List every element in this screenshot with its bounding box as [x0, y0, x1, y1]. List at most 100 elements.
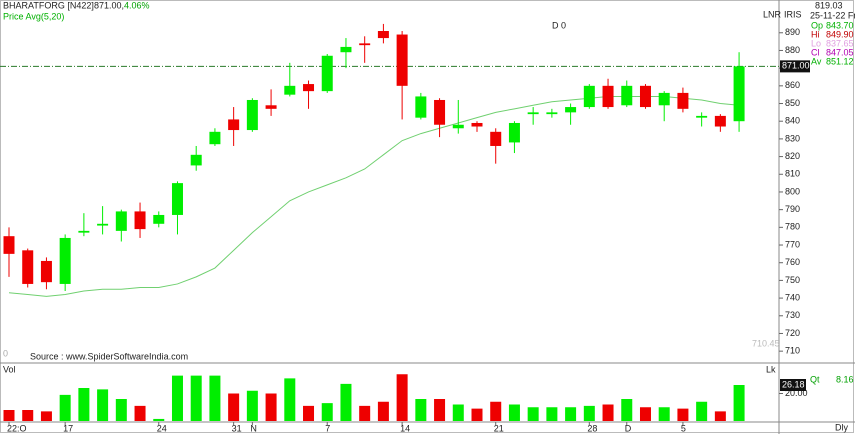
- y-tick-label: 820: [785, 151, 800, 161]
- info-top: 819.03: [815, 0, 843, 10]
- candle-body: [321, 55, 333, 92]
- candle-body: [59, 237, 71, 284]
- y-tick-label: 850: [785, 98, 800, 108]
- info-value: 851.12: [826, 56, 854, 66]
- y-tick-label: 840: [785, 116, 800, 126]
- source-text: Source : www.SpiderSoftwareIndia.com: [30, 351, 188, 361]
- volume-last-box: [780, 379, 806, 392]
- y-tick-label: 880: [785, 45, 800, 55]
- volume-bar: [171, 375, 183, 421]
- info-value: 837.65: [826, 38, 854, 48]
- candle-body: [602, 85, 614, 108]
- y-tick-label: 770: [785, 239, 800, 249]
- y-tick-label: 810: [785, 169, 800, 179]
- candle-body: [583, 85, 595, 108]
- volume-bar: [265, 393, 277, 421]
- lnr-label: LNR: [763, 9, 782, 19]
- volume-bar: [377, 401, 389, 421]
- candle-body: [303, 84, 315, 92]
- x-tick-label: 7: [325, 423, 330, 433]
- period-label: Dly: [835, 422, 848, 432]
- volume-title: Vol: [3, 364, 16, 374]
- candle-body: [733, 66, 745, 122]
- volume-bar: [714, 411, 726, 421]
- volume-bar: [134, 405, 146, 421]
- candle-body: [714, 115, 726, 127]
- y-tick-label: 740: [785, 292, 800, 302]
- cursor-text: D 0: [552, 20, 566, 30]
- candle-body: [677, 92, 689, 109]
- volume-bar: [22, 410, 34, 421]
- x-tick-label: 31: [232, 423, 242, 433]
- volume-bar: [190, 375, 202, 421]
- info-value: 843.70: [826, 20, 854, 30]
- x-tick-label: D: [625, 423, 632, 433]
- candle-body: [565, 107, 577, 113]
- info-label: Cl: [811, 47, 820, 57]
- candle-body: [3, 236, 15, 254]
- info-label: Hi: [811, 29, 820, 39]
- iris-label: IRIS: [784, 9, 802, 19]
- y-tick-label: 750: [785, 275, 800, 285]
- x-tick-label: 22:O: [7, 423, 27, 433]
- volume-bar: [153, 418, 165, 421]
- volume-bar: [733, 385, 745, 421]
- candle-body: [527, 112, 539, 115]
- volume-bar: [40, 411, 52, 421]
- volume-last-label: 26.18: [782, 379, 805, 389]
- volume-bar: [452, 404, 464, 421]
- avg-line: [8, 95, 740, 297]
- volume-bar: [396, 374, 408, 421]
- x-tick-label: N: [250, 423, 256, 433]
- volume-bar: [415, 399, 427, 421]
- candle-body: [115, 211, 127, 231]
- volume-bar: [583, 405, 595, 421]
- zero-label: 0: [3, 348, 8, 358]
- volume-bar: [97, 389, 109, 421]
- volume-bar: [321, 403, 333, 421]
- candle-body: [490, 131, 502, 146]
- header-price: 871.00,: [94, 0, 124, 10]
- candle-body: [190, 154, 202, 166]
- candle-body: [508, 122, 520, 143]
- candle-body: [359, 43, 371, 46]
- min-label: 710.45: [752, 338, 780, 348]
- volume-bar: [527, 407, 539, 421]
- candle-body: [639, 85, 651, 108]
- candle-body: [265, 105, 277, 109]
- candle-body: [415, 96, 427, 118]
- y-tick-label: 890: [785, 27, 800, 37]
- candle-body: [153, 214, 165, 224]
- info-value: 847.05: [826, 47, 854, 57]
- volume-bar: [115, 399, 127, 421]
- y-tick-label: 780: [785, 222, 800, 232]
- candle-body: [696, 115, 708, 118]
- price-line-label: 871.00: [782, 61, 810, 71]
- volume-bar: [434, 399, 446, 421]
- candle-body: [434, 99, 446, 125]
- price-line-box: [780, 60, 810, 73]
- x-tick-label: 5: [681, 423, 686, 433]
- volume-bar: [471, 408, 483, 421]
- volume-qt-label: Qt: [810, 374, 820, 384]
- candle-body: [284, 85, 296, 95]
- info-date: 25-11-22 Fri: [810, 10, 855, 20]
- info-label: Av: [811, 56, 822, 66]
- x-tick-label: 28: [587, 423, 597, 433]
- candle-body: [209, 131, 221, 145]
- info-value: 849.90: [826, 29, 854, 39]
- y-tick-label: 710: [785, 346, 800, 356]
- symbol-title: BHARATFORG [N422]: [3, 0, 94, 10]
- volume-bar: [340, 383, 352, 421]
- volume-bar: [246, 390, 258, 421]
- candle-body: [340, 46, 352, 53]
- y-tick-label: 720: [785, 328, 800, 338]
- candle-body: [396, 34, 408, 86]
- volume-bar: [546, 407, 558, 421]
- volume-bar: [359, 405, 371, 421]
- volume-bar: [639, 407, 651, 421]
- candle-body: [546, 112, 558, 115]
